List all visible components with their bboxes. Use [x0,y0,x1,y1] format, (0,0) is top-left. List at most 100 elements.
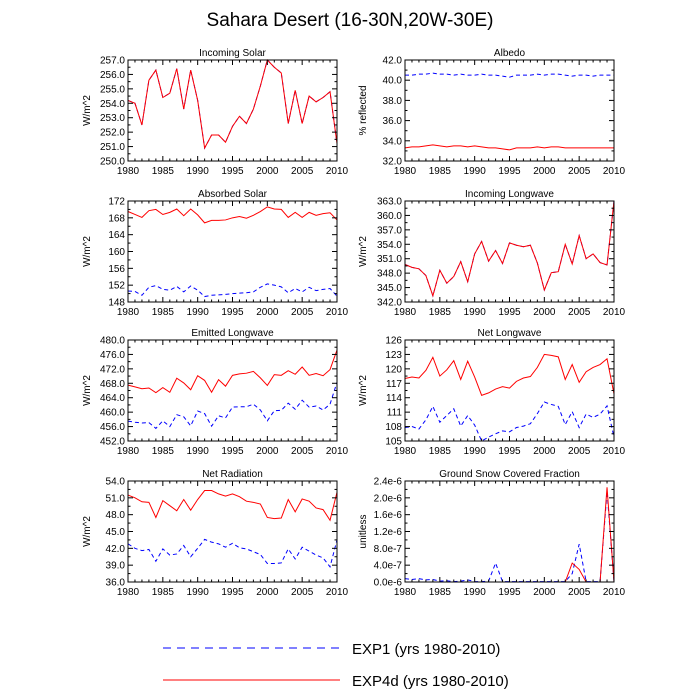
x-tick-label-ground-snow-covered-fraction: 1995 [498,587,521,598]
x-tick-label-albedo: 1990 [464,166,487,177]
x-tick-label-absorbed-solar: 1990 [187,307,210,318]
legend: EXP1 (yrs 1980-2010) EXP4d (yrs 1980-201… [163,641,509,690]
y-tick-label-incoming-longwave: 357.0 [377,225,402,236]
y-tick-label-emitted-longwave: 480.0 [100,336,125,347]
x-tick-label-albedo: 1995 [498,166,521,177]
panel-title-incoming-longwave: Incoming Longwave [465,189,554,200]
x-tick-label-net-radiation: 2005 [291,587,314,598]
series-line-exp4d-net-longwave [404,353,615,396]
panel-net-longwave: Net Longwave W/m^2 1980 1985 1990 1995 2000 200… [358,328,626,457]
y-tick-label-ground-snow-covered-fraction: 2.0e-6 [374,493,403,504]
y-tick-label-ground-snow-covered-fraction: 2.4e-6 [374,477,403,488]
x-tick-label-ground-snow-covered-fraction: 2010 [603,587,626,598]
x-tick-label-emitted-longwave: 2000 [256,446,279,457]
y-tick-label-absorbed-solar: 148 [108,298,125,309]
y-tick-label-albedo: 36.0 [383,116,403,127]
main-title: Sahara Desert (16-30N,20W-30E) [207,10,494,31]
panel-net-radiation: Net Radiation W/m^2 1980 1985 1990 1995 2000 20… [82,469,349,598]
y-axis-label-ground-snow-covered-fraction: unitless [358,515,369,549]
y-axis-label-incoming-solar: W/m^2 [82,95,93,126]
series-line-exp1-net-longwave [404,401,615,442]
x-tick-label-absorbed-solar: 2010 [326,307,349,318]
y-tick-label-net-longwave: 126 [385,336,402,347]
y-tick-label-absorbed-solar: 172 [108,197,125,208]
y-tick-label-net-radiation: 45.0 [106,527,126,538]
y-tick-label-emitted-longwave: 452.0 [100,437,125,448]
x-tick-label-incoming-solar: 2005 [291,166,314,177]
y-tick-label-net-radiation: 42.0 [106,544,126,555]
panel-emitted-longwave: Emitted Longwave W/m^2 1980 1985 1990 1995 200… [82,328,349,457]
x-tick-label-absorbed-solar: 2005 [291,307,314,318]
y-tick-label-ground-snow-covered-fraction: 1.2e-6 [374,527,403,538]
y-axis-label-albedo: % reflected [358,85,369,135]
panel-albedo: Albedo % reflected 1980 1985 1990 1995 2000 200… [358,48,626,177]
plot-frame-net-longwave [404,339,615,442]
panel-absorbed-solar: Absorbed Solar W/m^2 1980 1985 1990 1995 2000 2… [82,189,349,318]
series-line-exp1-absorbed-solar [127,283,338,298]
panel-title-absorbed-solar: Absorbed Solar [198,189,268,200]
y-tick-label-absorbed-solar: 160 [108,247,125,258]
x-tick-label-net-longwave: 2000 [533,446,556,457]
x-tick-label-incoming-solar: 1995 [221,166,244,177]
y-tick-label-net-longwave: 108 [385,422,402,433]
x-tick-label-net-radiation: 1980 [117,587,140,598]
y-tick-label-incoming-longwave: 342.0 [377,298,402,309]
y-axis-label-absorbed-solar: W/m^2 [82,236,93,267]
y-tick-label-albedo: 32.0 [383,157,403,168]
panel-title-emitted-longwave: Emitted Longwave [191,328,274,339]
panel-incoming-longwave: Incoming Longwave W/m^2 1980 1985 1990 1995 20… [358,189,626,318]
series-line-exp4d-net-radiation [127,490,338,522]
panel-title-ground-snow-covered-fraction: Ground Snow Covered Fraction [439,469,580,480]
x-tick-label-albedo: 2005 [568,166,591,177]
panel-incoming-solar: Incoming Solar W/m^2 1980 1985 1990 1995 2000 2… [82,48,349,177]
x-tick-label-absorbed-solar: 1980 [117,307,140,318]
x-tick-label-net-radiation: 2000 [256,587,279,598]
y-tick-label-albedo: 38.0 [383,96,403,107]
x-tick-label-net-longwave: 1980 [394,446,417,457]
series-line-exp4d-emitted-longwave [127,349,338,394]
y-tick-label-net-longwave: 123 [385,350,402,361]
x-tick-label-incoming-longwave: 1985 [429,307,452,318]
x-tick-label-net-radiation: 1985 [152,587,175,598]
series-line-exp4d-incoming-solar [127,59,338,150]
x-tick-label-albedo: 2000 [533,166,556,177]
x-tick-label-albedo: 1980 [394,166,417,177]
x-tick-label-incoming-solar: 2010 [326,166,349,177]
y-tick-label-ground-snow-covered-fraction: 0.0e-6 [374,578,403,589]
y-tick-label-emitted-longwave: 468.0 [100,379,125,390]
y-tick-label-ground-snow-covered-fraction: 8.0e-7 [374,544,403,555]
x-tick-label-ground-snow-covered-fraction: 2005 [568,587,591,598]
y-tick-label-incoming-solar: 257.0 [100,56,125,67]
plot-frame-net-radiation [127,480,338,583]
series-line-exp1-incoming-solar [127,59,338,150]
x-tick-label-incoming-longwave: 2000 [533,307,556,318]
y-tick-label-albedo: 40.0 [383,76,403,87]
series-line-exp1-net-radiation [127,538,338,568]
y-axis-label-net-longwave: W/m^2 [358,375,369,406]
x-tick-label-ground-snow-covered-fraction: 1980 [394,587,417,598]
y-tick-label-incoming-solar: 256.0 [100,70,125,81]
series-line-exp1-emitted-longwave [127,382,338,430]
series-line-exp4d-incoming-longwave [404,200,615,298]
x-tick-label-incoming-longwave: 1980 [394,307,417,318]
y-tick-label-incoming-solar: 253.0 [100,113,125,124]
x-tick-label-emitted-longwave: 1985 [152,446,175,457]
x-tick-label-net-radiation: 1990 [187,587,210,598]
y-axis-label-incoming-longwave: W/m^2 [358,236,369,267]
y-tick-label-net-radiation: 51.0 [106,493,126,504]
y-tick-label-net-longwave: 105 [385,437,402,448]
x-tick-label-incoming-longwave: 2005 [568,307,591,318]
x-tick-label-emitted-longwave: 1990 [187,446,210,457]
x-tick-label-net-longwave: 1985 [429,446,452,457]
x-tick-label-absorbed-solar: 1985 [152,307,175,318]
x-tick-label-incoming-solar: 1990 [187,166,210,177]
y-tick-label-albedo: 34.0 [383,136,403,147]
y-tick-label-net-longwave: 114 [386,393,402,404]
y-tick-label-net-longwave: 111 [387,408,403,419]
series-line-exp1-ground-snow-covered-fraction [404,491,615,583]
y-tick-label-incoming-longwave: 354.0 [377,240,402,251]
x-tick-label-emitted-longwave: 2010 [326,446,349,457]
x-tick-label-incoming-solar: 2000 [256,166,279,177]
y-tick-label-absorbed-solar: 164 [108,230,125,241]
y-tick-label-net-longwave: 117 [386,379,402,390]
